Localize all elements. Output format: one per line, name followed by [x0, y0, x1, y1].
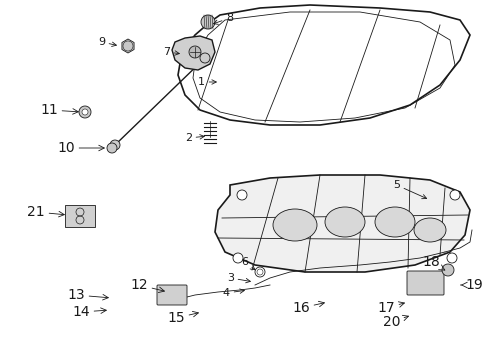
Circle shape [254, 267, 264, 277]
Ellipse shape [374, 207, 414, 237]
Circle shape [201, 15, 215, 29]
Circle shape [79, 106, 91, 118]
Text: 14: 14 [72, 305, 106, 319]
Circle shape [232, 253, 243, 263]
Ellipse shape [325, 207, 364, 237]
Text: 9: 9 [98, 37, 116, 47]
Text: 8: 8 [213, 13, 233, 24]
Ellipse shape [272, 209, 316, 241]
Text: 20: 20 [382, 315, 407, 329]
Polygon shape [215, 175, 469, 272]
Text: 17: 17 [377, 301, 404, 315]
Circle shape [237, 190, 246, 200]
Text: 7: 7 [163, 47, 179, 57]
Text: 18: 18 [421, 255, 444, 270]
Text: 3: 3 [226, 273, 250, 283]
Text: 4: 4 [223, 288, 244, 298]
Circle shape [82, 109, 88, 115]
Circle shape [441, 264, 453, 276]
FancyBboxPatch shape [406, 271, 443, 295]
Text: 16: 16 [292, 301, 324, 315]
Text: 2: 2 [184, 133, 204, 143]
Circle shape [449, 190, 459, 200]
FancyBboxPatch shape [157, 285, 186, 305]
Circle shape [446, 253, 456, 263]
Circle shape [107, 143, 117, 153]
Text: 15: 15 [167, 311, 198, 325]
Circle shape [200, 53, 209, 63]
Text: 11: 11 [40, 103, 78, 117]
Text: 10: 10 [57, 141, 104, 155]
Polygon shape [172, 36, 215, 70]
Text: 21: 21 [27, 205, 64, 219]
Text: 19: 19 [460, 278, 482, 292]
FancyBboxPatch shape [65, 205, 95, 227]
Circle shape [189, 46, 201, 58]
Text: 6: 6 [241, 257, 255, 270]
Polygon shape [122, 39, 134, 53]
Text: 13: 13 [67, 288, 108, 302]
Ellipse shape [413, 218, 445, 242]
Text: 12: 12 [130, 278, 164, 293]
Text: 1: 1 [198, 77, 216, 87]
Text: 5: 5 [392, 180, 426, 199]
Circle shape [110, 140, 120, 150]
